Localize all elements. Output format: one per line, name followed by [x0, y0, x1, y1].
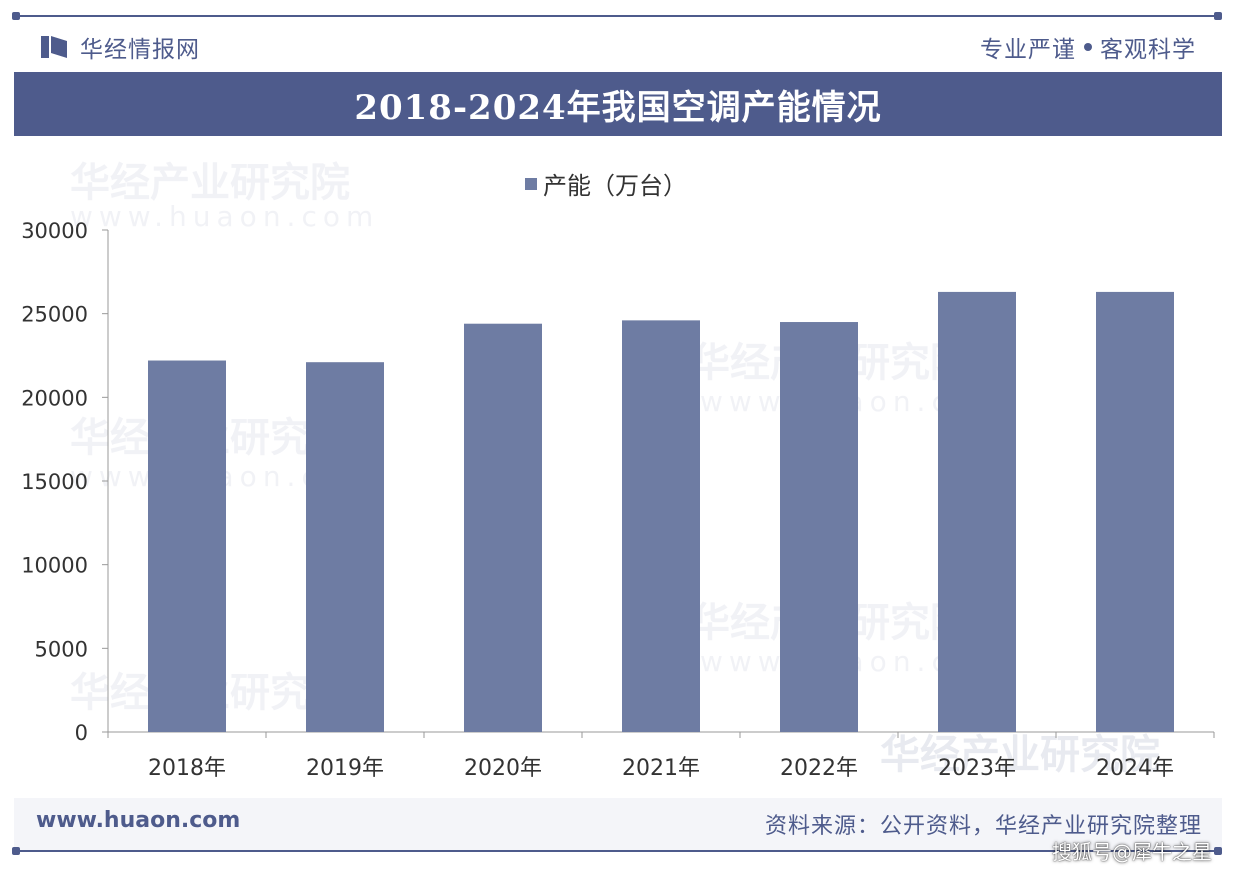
footer-band [14, 798, 1222, 850]
y-tick-label: 0 [75, 721, 88, 745]
brand-logo-icon [41, 36, 67, 58]
top-rule [14, 15, 1222, 17]
bar [780, 322, 858, 732]
y-axis: 0 5000 10000 15000 20000 25000 30000 [21, 219, 109, 745]
legend-swatch [525, 178, 537, 190]
chart-title: 2018-2024年我国空调产能情况 [354, 87, 882, 128]
x-tick-label: 2019年 [306, 756, 384, 781]
title-bar: 2018-2024年我国空调产能情况 [14, 72, 1222, 136]
bottom-rule-cap-right [1214, 847, 1222, 855]
footer-source: 资料来源：公开资料，华经产业研究院整理 [764, 814, 1202, 839]
x-tick-label: 2021年 [622, 756, 700, 781]
brand: 华经情报网 [40, 30, 200, 64]
x-axis: 2018年 2019年 2020年 2021年 2022年 2023年 2024年 [107, 731, 1215, 781]
y-tick-label: 20000 [21, 386, 88, 410]
x-tick-label: 2022年 [780, 756, 858, 781]
bottom-rule-cap-left [12, 847, 20, 855]
motto-dot-icon [1084, 43, 1092, 51]
y-tick-label: 5000 [35, 637, 88, 661]
bar [464, 323, 542, 732]
bar [306, 362, 384, 732]
motto: 专业严谨 客观科学 [980, 30, 1196, 64]
bar [622, 320, 700, 732]
x-tick-label: 2023年 [938, 756, 1016, 781]
x-tick-label: 2018年 [148, 756, 226, 781]
footer-url[interactable]: www.huaon.com [36, 808, 241, 833]
y-tick-label: 10000 [21, 554, 88, 578]
legend-label: 产能（万台） [543, 172, 687, 200]
legend: 产能（万台） [525, 172, 687, 200]
credit-watermark: 搜狐号@犀牛之星 [1052, 840, 1212, 864]
motto-left: 专业严谨 [980, 37, 1076, 63]
y-tick-label: 30000 [21, 219, 88, 243]
top-rule-cap-right [1214, 12, 1222, 20]
x-tick-label: 2020年 [464, 756, 542, 781]
top-rule-cap-left [12, 12, 20, 20]
motto-right: 客观科学 [1100, 37, 1196, 63]
brand-name: 华经情报网 [80, 37, 200, 63]
y-tick-label: 15000 [21, 470, 88, 494]
bar [1096, 291, 1174, 732]
bar [148, 360, 226, 732]
bars [148, 291, 1174, 732]
bar [938, 291, 1016, 732]
bottom-rule [14, 850, 1222, 852]
x-tick-label: 2024年 [1096, 756, 1174, 781]
y-tick-label: 25000 [21, 303, 88, 327]
